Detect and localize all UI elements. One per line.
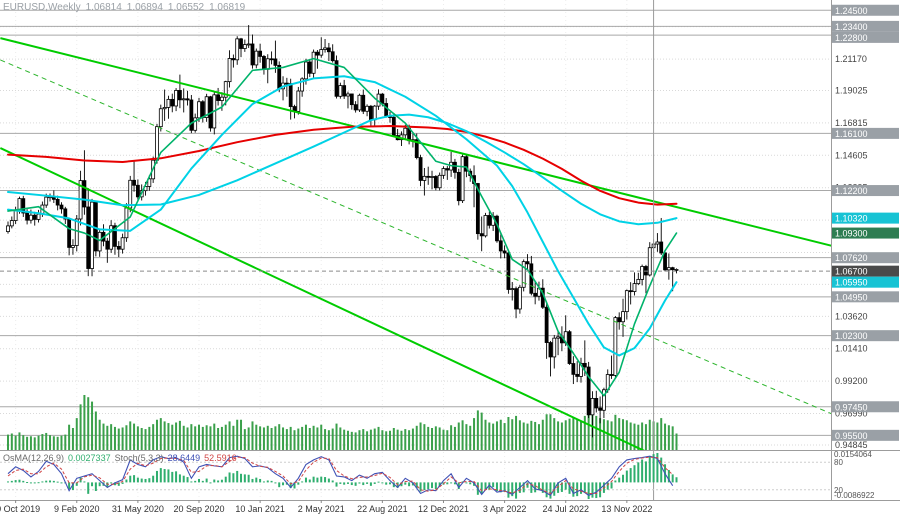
scale-label: 13 Nov 2022: [601, 504, 652, 514]
scale-label: 1.23400: [835, 22, 868, 32]
price-badge: [832, 4, 899, 16]
scale-label: 12 Dec 2021: [418, 504, 469, 514]
candles-layer: [6, 25, 679, 438]
stoch-main-line[interactable]: [7, 455, 674, 497]
scale-label: 1.14605: [835, 150, 868, 160]
scale-label: 0.99200: [835, 376, 868, 386]
price-badge: [832, 31, 899, 43]
price-badge: [832, 265, 899, 277]
scale-label: 0.0154064: [834, 450, 872, 459]
osma-value: 0.0027337: [68, 453, 111, 463]
price-badge: [832, 429, 899, 441]
close-value: 1.06819: [209, 2, 246, 13]
scale-label: 1.02300: [835, 331, 868, 341]
downtrend-line-steep[interactable]: [0, 147, 661, 459]
stochastic-lines[interactable]: [7, 455, 674, 497]
scale-label: 2 May 2021: [298, 504, 345, 514]
scale-label: 0.96990: [835, 409, 868, 419]
stoch-k-value: 28.6449: [167, 453, 201, 463]
scale-label: 20 Oct 2019: [0, 504, 40, 514]
scale-label: 1.09300: [835, 229, 868, 239]
scale-label: 1.03620: [835, 311, 868, 321]
scale-label: 24 Jul 2022: [542, 504, 589, 514]
price-badge: [832, 212, 899, 224]
scale-label: 1.01410: [835, 344, 868, 354]
ma-green-line[interactable]: [7, 57, 678, 397]
scale-label: 1.04950: [835, 292, 868, 302]
ma-red-line[interactable]: [7, 125, 678, 206]
price-badge: [832, 330, 899, 342]
stoch-label: Stoch(5,3,3): [114, 453, 164, 463]
scale-label: 9 Feb 2020: [54, 504, 100, 514]
price-badge: [832, 401, 899, 413]
price-badge: [832, 276, 899, 288]
price-badge: [832, 127, 899, 139]
symbol-period-label: EURUSD,Weekly: [3, 2, 81, 13]
scale-label: 1.12200: [835, 186, 868, 196]
scale-label: 3 Apr 2022: [483, 504, 527, 514]
scale-label: 1.10320: [835, 214, 868, 224]
scale-label: 0.97450: [835, 402, 868, 412]
price-scale[interactable]: 1.211701.190251.168151.146051.123951.036…: [832, 4, 899, 500]
scale-label: 1.21170: [835, 54, 867, 64]
time-scale[interactable]: 20 Oct 2019 9 Feb 2020 31 May 2020 20 Sep 2…: [0, 500, 652, 514]
indicator-readout: OsMA(12,26,9) 0.0027337 Stoch(5,3,3) 28.644…: [3, 453, 241, 463]
ma-cyan-fast-line[interactable]: [7, 75, 678, 357]
scale-label: 1.06700: [835, 267, 868, 277]
price-badge: [832, 227, 899, 239]
scale-label: 22 Aug 2021: [357, 504, 408, 514]
open-value: 1.06814: [85, 2, 122, 13]
price-badge: [832, 252, 899, 264]
scale-label: -0.0086922: [834, 491, 875, 500]
scale-label: 1.16815: [835, 118, 868, 128]
symbol-ohlc-readout: EURUSD,Weekly 1.06814 1.06894 1.06552 1.0681…: [3, 2, 250, 13]
scale-label: 1.24500: [835, 6, 868, 16]
ma-cyan-slow-line[interactable]: [7, 113, 678, 226]
scale-label: 20: [834, 486, 843, 495]
moving-averages-layer[interactable]: [7, 57, 678, 397]
price-badge: [832, 291, 899, 303]
scale-label: 0.95500: [835, 431, 868, 441]
scale-label: 1.07620: [835, 253, 868, 263]
scale-label: 31 May 2020: [112, 504, 164, 514]
scale-label: 20 Sep 2020: [173, 504, 224, 514]
downtrend-line-major[interactable]: [0, 37, 898, 262]
scale-label: 0.94845: [835, 440, 868, 450]
scale-label: 1.19025: [835, 86, 868, 96]
low-value: 1.06552: [167, 2, 205, 13]
high-value: 1.06894: [126, 2, 163, 13]
scale-label: 1.05950: [835, 278, 868, 288]
scale-label: 10 Jan 2021: [235, 504, 285, 514]
scale-label: 80: [834, 458, 843, 467]
price-badge: [832, 20, 899, 32]
trendlines-layer[interactable]: [0, 37, 898, 459]
price-badge: [832, 185, 899, 197]
osma-label: OsMA(12,26,9): [3, 453, 65, 463]
scale-label: 1.16100: [835, 129, 868, 139]
downtrend-line-dashed[interactable]: [0, 59, 898, 442]
scale-label: 1.22800: [835, 33, 868, 43]
stoch-signal-line[interactable]: [7, 456, 674, 495]
stoch-d-value: 52.5916: [204, 453, 237, 463]
